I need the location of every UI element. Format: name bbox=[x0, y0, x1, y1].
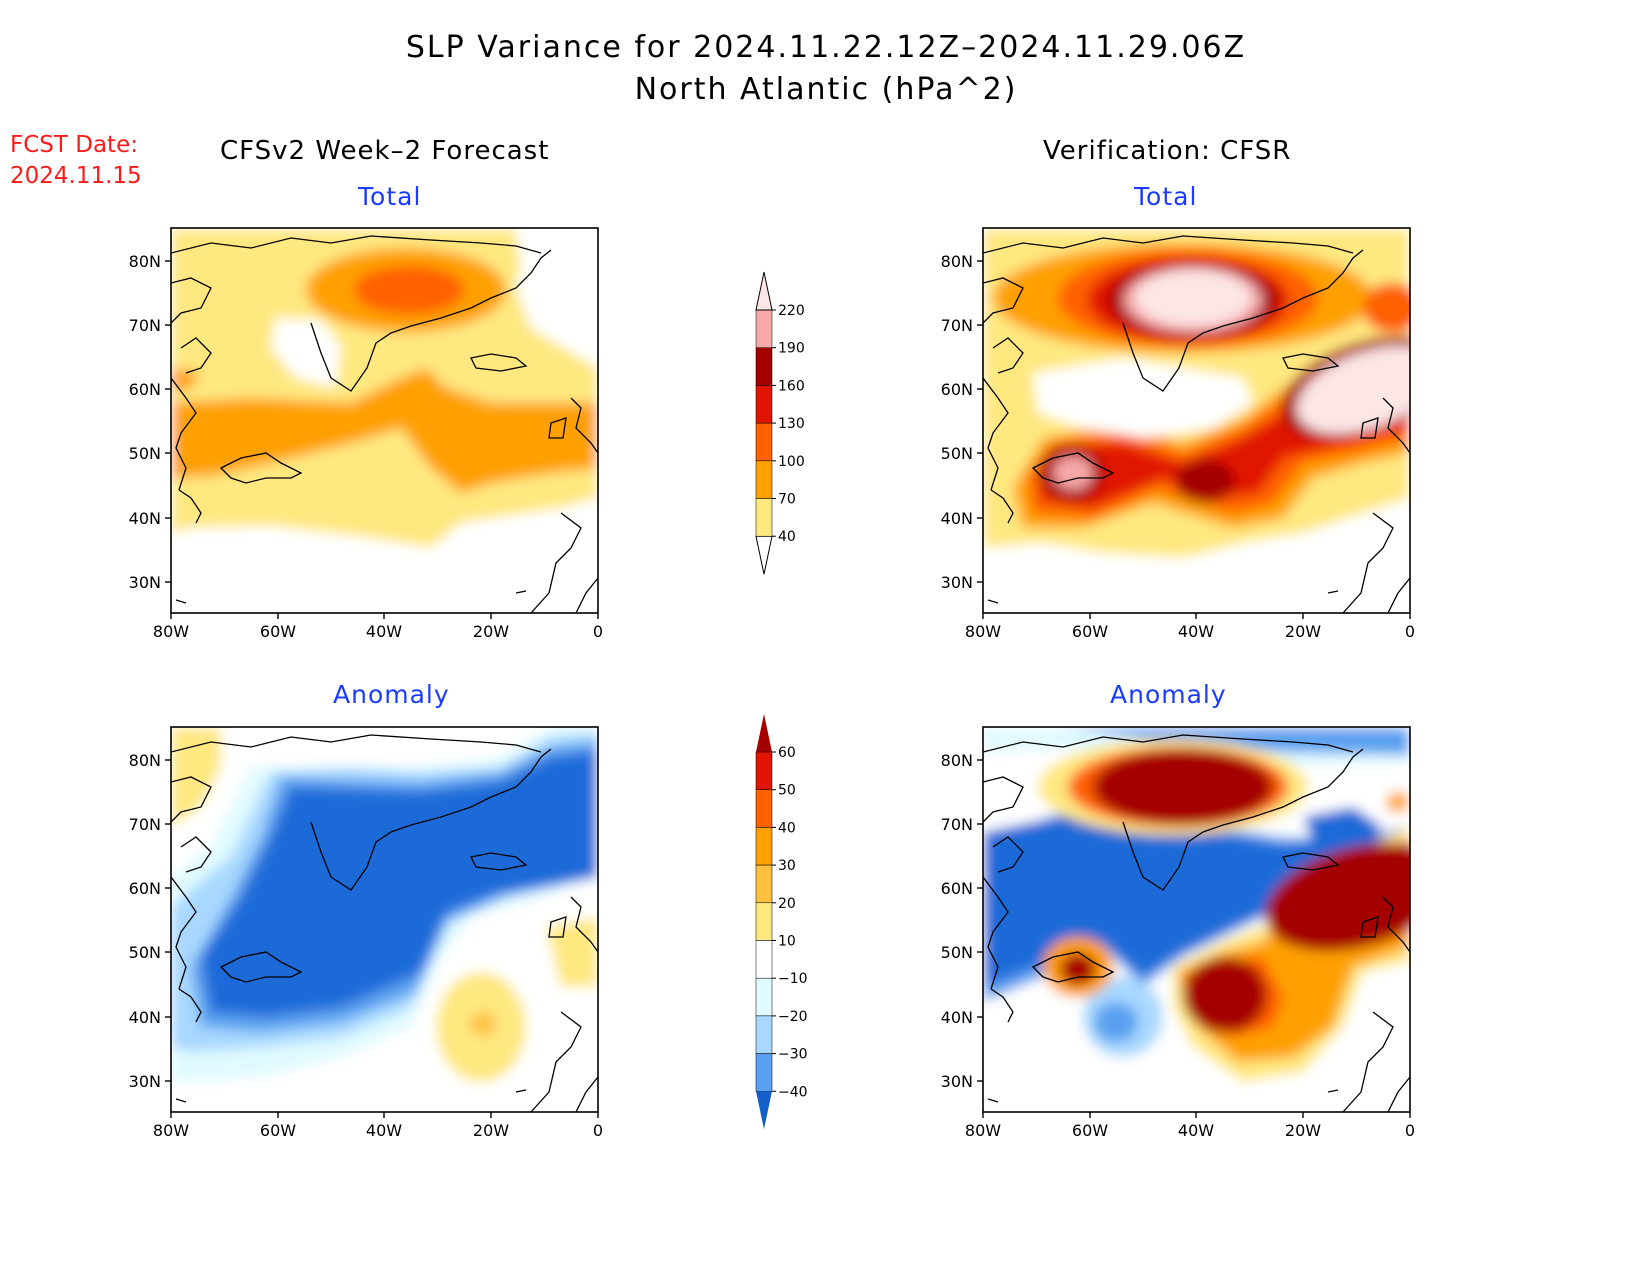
verification-anomaly-lat-label: 70N bbox=[941, 815, 973, 834]
forecast-total-lat-label: 60N bbox=[129, 380, 161, 399]
verification-anomaly-lon-label: 0 bbox=[1405, 1121, 1415, 1140]
forecast-anomaly-lat-label: 40N bbox=[129, 1008, 161, 1027]
verification-total-title: Total bbox=[1134, 182, 1198, 211]
colorbar-anomaly-label: 50 bbox=[778, 783, 796, 799]
colorbar-anomaly-label: 60 bbox=[778, 745, 796, 761]
verification-anomaly-lon-label: 20W bbox=[1285, 1121, 1321, 1140]
verification-anomaly-lat-label: 40N bbox=[941, 1008, 973, 1027]
colorbar-total-lower-arrow bbox=[755, 535, 773, 575]
verification-total-lat-label: 70N bbox=[941, 316, 973, 335]
main-subtitle: North Atlantic (hPa^2) bbox=[634, 72, 1018, 107]
colorbar-total-band bbox=[755, 422, 773, 462]
colorbar-anomaly-band bbox=[755, 1015, 773, 1054]
colorbar-total-upper-arrow bbox=[755, 271, 773, 311]
verification-anomaly-title: Anomaly bbox=[1110, 680, 1227, 709]
verification-total-lon-label: 20W bbox=[1285, 622, 1321, 641]
verification-total-lat-label: 60N bbox=[941, 380, 973, 399]
forecast-anomaly-lon-label: 0 bbox=[593, 1121, 603, 1140]
colorbar-anomaly-upper-arrow bbox=[756, 714, 772, 752]
colorbar-anomaly-label: −30 bbox=[778, 1047, 808, 1063]
colorbar-anomaly-label: 30 bbox=[778, 858, 796, 874]
verification-total-lon-label: 40W bbox=[1178, 622, 1214, 641]
main-title: SLP Variance for 2024.11.22.12Z–2024.11.… bbox=[405, 30, 1247, 65]
forecast-anomaly-lon-label: 40W bbox=[366, 1121, 402, 1140]
colorbar-total-label: 130 bbox=[778, 416, 805, 432]
anomaly-colorbar: 60 50 40 30 20 10 −10 −20 −30 −40 bbox=[755, 714, 808, 1130]
forecast-anomaly-lat-label: 70N bbox=[129, 815, 161, 834]
colorbar-total-band bbox=[755, 309, 773, 348]
colorbar-total-label: 160 bbox=[778, 378, 805, 394]
verification-total-lon-label: 0 bbox=[1405, 622, 1415, 641]
verification-anomaly-lat-label: 30N bbox=[941, 1072, 973, 1091]
verification-total-lon-label: 60W bbox=[1072, 622, 1108, 641]
verification-anomaly-lon-label: 40W bbox=[1178, 1121, 1214, 1140]
verification-anomaly-lat-label: 60N bbox=[941, 879, 973, 898]
colorbar-total-band bbox=[755, 498, 773, 537]
forecast-column-header: CFSv2 Week–2 Forecast bbox=[220, 136, 550, 166]
colorbar-anomaly-label: −10 bbox=[778, 971, 808, 987]
forecast-total-lat-label: 50N bbox=[129, 444, 161, 463]
colorbar-anomaly-band bbox=[755, 864, 773, 904]
colorbar-anomaly-band bbox=[755, 1053, 773, 1092]
forecast-total-lon-label: 40W bbox=[366, 622, 402, 641]
colorbar-anomaly-band bbox=[755, 977, 773, 1017]
forecast-anomaly-lat-label: 30N bbox=[129, 1072, 161, 1091]
verification-anomaly-lat-label: 80N bbox=[941, 751, 973, 770]
verification-total-lat-label: 80N bbox=[941, 252, 973, 271]
colorbar-total-label: 100 bbox=[778, 454, 805, 470]
colorbar-anomaly-band bbox=[755, 940, 773, 979]
forecast-anomaly-lon-label: 80W bbox=[153, 1121, 189, 1140]
forecast-anomaly-lon-label: 20W bbox=[473, 1121, 509, 1140]
forecast-total-lon-label: 0 bbox=[593, 622, 603, 641]
fcst-date-label: FCST Date: bbox=[10, 132, 138, 158]
colorbar-anomaly-label: 10 bbox=[778, 934, 796, 950]
colorbar-anomaly-label: 40 bbox=[778, 820, 796, 836]
colorbar-anomaly-band bbox=[755, 827, 773, 866]
forecast-total-lat-label: 80N bbox=[129, 252, 161, 271]
verification-anomaly-lat-label: 50N bbox=[941, 943, 973, 962]
verification-total-lon-label: 80W bbox=[965, 622, 1001, 641]
verification-column-header: Verification: CFSR bbox=[1043, 136, 1292, 166]
colorbar-total-label: 70 bbox=[778, 492, 796, 508]
forecast-anomaly-lat-label: 60N bbox=[129, 879, 161, 898]
verification-total-lat-label: 40N bbox=[941, 509, 973, 528]
colorbar-anomaly-band bbox=[755, 902, 773, 941]
colorbar-total-label: 40 bbox=[778, 529, 796, 545]
forecast-total-lat-label: 70N bbox=[129, 316, 161, 335]
verification-total-lat-label: 30N bbox=[941, 573, 973, 592]
colorbar-total-band bbox=[755, 347, 773, 386]
colorbar-anomaly-label: 20 bbox=[778, 896, 796, 912]
colorbar-total-band bbox=[755, 460, 773, 499]
forecast-anomaly-lat-label: 50N bbox=[129, 943, 161, 962]
forecast-total-title: Total bbox=[358, 182, 422, 211]
verification-anomaly-lon-label: 80W bbox=[965, 1121, 1001, 1140]
forecast-total-lon-label: 20W bbox=[473, 622, 509, 641]
colorbar-anomaly-band bbox=[755, 789, 773, 828]
fcst-date-value: 2024.11.15 bbox=[10, 163, 142, 189]
colorbar-total-label: 190 bbox=[778, 341, 805, 357]
colorbar-anomaly-label: −20 bbox=[778, 1009, 808, 1025]
forecast-total-lat-label: 30N bbox=[129, 573, 161, 592]
total-colorbar: 40 70 100 130 160 190 220 bbox=[755, 271, 805, 575]
forecast-total-lon-label: 60W bbox=[260, 622, 296, 641]
verification-anomaly-lon-label: 60W bbox=[1072, 1121, 1108, 1140]
colorbar-total-band bbox=[755, 385, 773, 424]
colorbar-anomaly-band bbox=[755, 751, 773, 790]
verification-total-lat-label: 50N bbox=[941, 444, 973, 463]
forecast-total-lat-label: 40N bbox=[129, 509, 161, 528]
colorbar-total-label: 220 bbox=[778, 303, 805, 319]
colorbar-anomaly-lower-arrow bbox=[756, 1091, 772, 1130]
forecast-anomaly-title: Anomaly bbox=[333, 680, 450, 709]
forecast-anomaly-lat-label: 80N bbox=[129, 751, 161, 770]
forecast-anomaly-lon-label: 60W bbox=[260, 1121, 296, 1140]
colorbar-anomaly-label: −40 bbox=[778, 1084, 808, 1100]
forecast-total-lon-label: 80W bbox=[153, 622, 189, 641]
